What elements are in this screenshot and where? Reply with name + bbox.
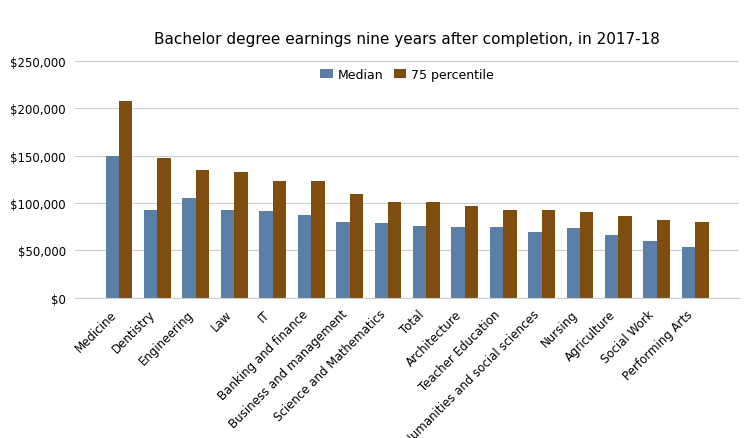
Bar xyxy=(388,202,401,298)
Bar xyxy=(529,233,541,298)
Bar xyxy=(375,223,388,298)
Bar xyxy=(490,227,503,298)
Bar xyxy=(336,223,350,298)
Bar xyxy=(144,210,158,298)
Bar xyxy=(452,227,464,298)
Bar xyxy=(182,199,196,298)
Bar xyxy=(566,229,580,298)
Bar xyxy=(273,182,286,298)
Bar xyxy=(259,211,273,298)
Bar xyxy=(234,173,248,298)
Legend: Median, 75 percentile: Median, 75 percentile xyxy=(315,64,499,87)
Bar xyxy=(426,202,440,298)
Bar xyxy=(464,206,478,298)
Bar xyxy=(106,156,119,298)
Bar xyxy=(119,102,133,298)
Bar xyxy=(541,210,555,298)
Bar xyxy=(503,210,516,298)
Bar xyxy=(311,182,324,298)
Bar xyxy=(643,241,657,298)
Bar xyxy=(196,170,210,298)
Bar xyxy=(221,210,234,298)
Bar xyxy=(298,216,311,298)
Bar xyxy=(618,217,632,298)
Bar xyxy=(413,226,426,298)
Bar xyxy=(158,158,171,298)
Bar xyxy=(695,223,709,298)
Bar xyxy=(682,248,695,298)
Title: Bachelor degree earnings nine years after completion, in 2017-18: Bachelor degree earnings nine years afte… xyxy=(155,32,660,47)
Bar xyxy=(605,236,618,298)
Bar xyxy=(350,194,363,298)
Bar xyxy=(580,213,593,298)
Bar xyxy=(657,220,670,298)
